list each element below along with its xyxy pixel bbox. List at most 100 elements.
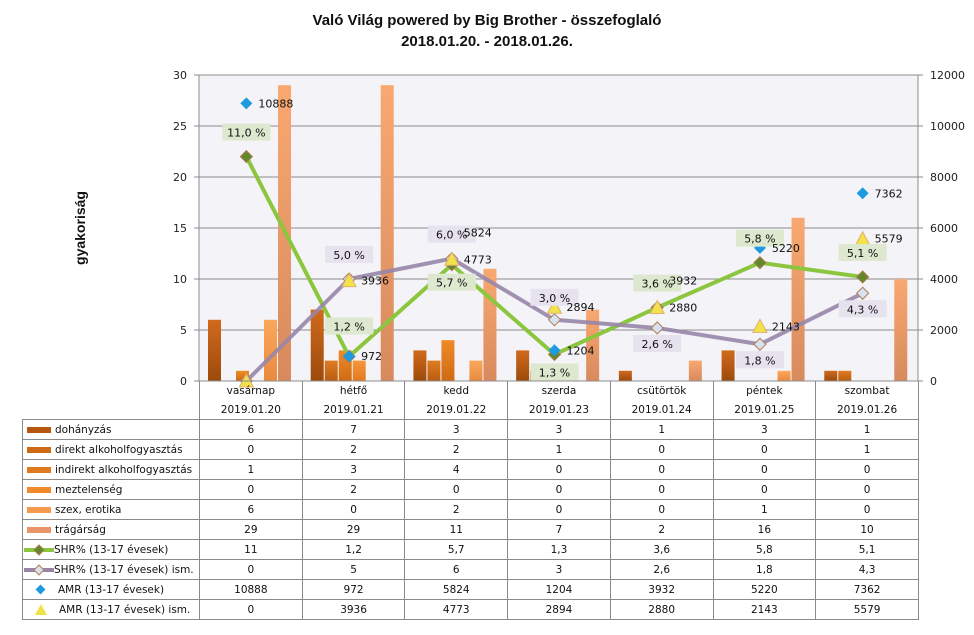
y2-tick-label: 10000 — [930, 120, 965, 133]
amr-ism-marker — [546, 299, 563, 314]
table-row: AMR (13-17 évesek) 10888 972 5824 1204 3932 52… — [22, 579, 919, 600]
data-label: 10888 — [258, 97, 293, 110]
legend-swatch — [27, 526, 51, 533]
triangle-marker-icon — [35, 604, 47, 615]
amr-marker — [856, 187, 869, 200]
y-tick-label: 30 — [173, 69, 187, 82]
table-cell: 1 — [199, 459, 303, 480]
data-label: 2880 — [669, 302, 697, 315]
data-label: 7362 — [875, 187, 903, 200]
amr-ism-marker — [649, 299, 666, 315]
data-label: 6,0 % — [436, 229, 467, 242]
table-cell: 10 — [815, 519, 919, 540]
category-date: 2019.01.20 — [199, 400, 303, 420]
legend-swatch — [27, 426, 51, 433]
bar-direkt-alkoholfogyaszt-s — [838, 370, 852, 381]
amr-ism-marker — [752, 318, 768, 333]
table-row: AMR (13-17 évesek) ism. 0 3936 4773 2894 2880… — [22, 599, 919, 620]
table-cell: 1204 — [507, 579, 611, 600]
table-cell: 3936 — [301, 599, 406, 620]
table-cell: 3 — [301, 459, 406, 480]
table-cell: 11 — [404, 519, 509, 540]
line-marker — [650, 321, 664, 335]
table-cell: 2143 — [712, 599, 817, 620]
data-label-bg — [325, 317, 374, 335]
data-label: 5220 — [772, 242, 800, 255]
category-day: péntek — [712, 381, 817, 400]
diamond-marker-icon — [35, 584, 46, 595]
bar-tr-g-rs-g — [894, 279, 908, 381]
data-label-bg — [633, 274, 682, 292]
y2-tick-label: 6000 — [930, 222, 958, 235]
category-date: 2019.01.24 — [609, 400, 714, 420]
table-cell: 6 — [199, 419, 303, 440]
data-label: 3936 — [361, 275, 389, 288]
data-label: 3,0 % — [539, 292, 570, 305]
y-tick-label: 10 — [173, 273, 187, 286]
legend-entry: indirekt alkoholfogyasztás — [22, 459, 200, 480]
data-label: 3,6 % — [641, 278, 672, 291]
data-label: 1,3 % — [539, 366, 570, 379]
table-cell: 1 — [815, 439, 919, 460]
bar-meztelens-g — [352, 360, 366, 381]
data-label: 11,0 % — [227, 127, 265, 140]
data-label-bg — [530, 288, 579, 306]
bar-doh-nyz-s — [516, 350, 530, 381]
y-tick-label: 15 — [173, 222, 187, 235]
table-corner — [23, 381, 200, 400]
category-date: 2019.01.21 — [301, 400, 406, 420]
legend-label: szex, erotika — [55, 503, 122, 516]
data-table: vasárnap hétfő kedd szerda csütörtök péntek sz… — [22, 381, 919, 620]
legend-entry: AMR (13-17 évesek) — [22, 579, 200, 600]
line-marker — [753, 255, 767, 270]
category-date-row: 2019.01.20 2019.01.21 2019.01.22 2019.01.23… — [23, 400, 919, 420]
bar-doh-nyz-s — [413, 350, 427, 381]
table-cell: 1 — [712, 499, 817, 520]
table-cell: 5824 — [404, 579, 509, 600]
legend-label: meztelenség — [55, 483, 123, 496]
table-cell: 3 — [507, 559, 611, 580]
data-label-bg — [427, 225, 476, 243]
table-cell: 2,6 — [609, 559, 714, 580]
data-label: 2,6 % — [641, 338, 672, 351]
legend-label: SHR% (13-17 évesek) — [54, 543, 169, 556]
data-label: 2143 — [772, 320, 800, 333]
table-cell: 2 — [609, 519, 714, 540]
legend-entry: dohányzás — [22, 419, 200, 440]
legend-entry: SHR% (13-17 évesek) ism. — [22, 559, 200, 580]
bar-szex-erotika — [264, 319, 277, 381]
data-label-bg — [838, 300, 887, 318]
legend-swatch — [27, 486, 51, 493]
bar-tr-g-rs-g — [688, 360, 702, 381]
legend-swatch — [27, 446, 51, 453]
data-label-bg — [838, 243, 887, 261]
table-cell: 1,3 — [507, 539, 611, 560]
table-cell: 2 — [301, 439, 406, 460]
table-cell: 2 — [404, 499, 509, 520]
y-tick-label: 5 — [180, 324, 187, 337]
y-tick-label: 25 — [173, 120, 187, 133]
table-cell: 7 — [301, 419, 406, 440]
bar-direkt-alkoholfogyaszt-s — [427, 360, 441, 381]
bar-doh-nyz-s — [618, 370, 632, 381]
table-cell: 0 — [199, 559, 303, 580]
data-label-bg — [735, 351, 784, 369]
table-cell: 7 — [507, 519, 611, 540]
table-row: trágárság 29 29 11 7 2 16 10 — [22, 519, 919, 540]
category-day: szerda — [507, 381, 611, 400]
table-cell: 1 — [815, 419, 919, 440]
category-day-row: vasárnap hétfő kedd szerda csütörtök péntek sz… — [23, 381, 919, 400]
bar-doh-nyz-s — [721, 350, 735, 381]
legend-label: direkt alkoholfogyasztás — [55, 443, 183, 456]
y-tick-label: 0 — [180, 375, 187, 388]
legend-label: AMR (13-17 évesek) ism. — [59, 603, 191, 616]
data-label: 4773 — [464, 253, 492, 266]
table-cell: 3 — [507, 419, 611, 440]
category-date: 2019.01.26 — [815, 400, 919, 420]
amr-ism-marker — [443, 251, 460, 266]
bar-tr-g-rs-g — [380, 85, 394, 381]
data-label-bg — [222, 123, 271, 141]
data-label: 972 — [361, 350, 382, 363]
table-cell: 29 — [199, 519, 303, 540]
table-cell: 0 — [609, 439, 714, 460]
